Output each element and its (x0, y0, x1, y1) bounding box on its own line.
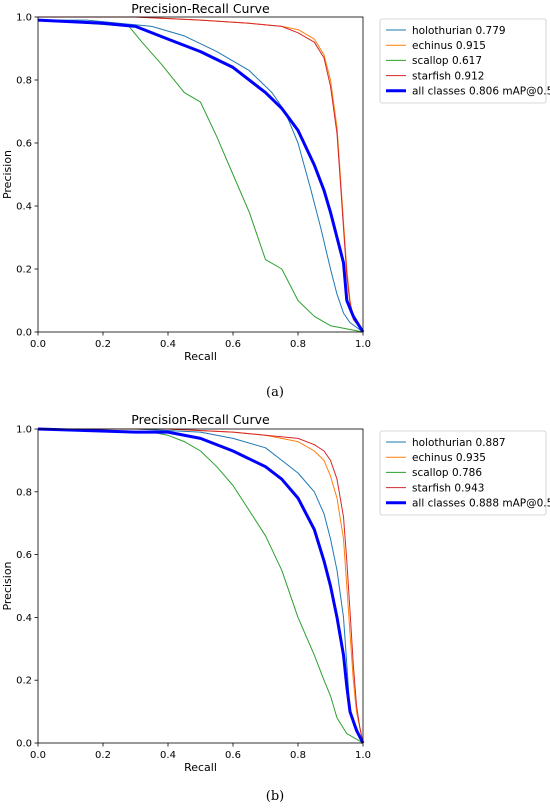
x-tick-label: 0.0 (30, 339, 46, 350)
legend-label: starfish 0.912 (412, 70, 484, 82)
x-tick-label: 0.2 (95, 750, 111, 761)
y-tick-label: 0.4 (16, 202, 32, 213)
x-tick-label: 1.0 (355, 339, 371, 350)
chart-title: Precision-Recall Curve (131, 1, 270, 16)
series-group (38, 16, 365, 333)
x-tick-label: 0.6 (225, 339, 241, 350)
y-axis-title: Precision (1, 561, 14, 610)
legend: holothurian 0.779 echinus 0.915 scallop 0.… (379, 18, 550, 104)
x-tick-label: 0.6 (225, 750, 241, 761)
legend-label: all classes 0.888 mAP@0.5 (412, 498, 550, 510)
series-line-0 (38, 428, 364, 744)
x-tick-label: 0.4 (160, 750, 176, 761)
series-line-1 (38, 16, 364, 333)
y-axis-title: Precision (1, 150, 14, 199)
x-tick-label: 0.8 (290, 750, 306, 761)
y-tick-label: 0.0 (16, 739, 32, 750)
legend-box (379, 18, 547, 104)
series-line-1 (38, 428, 364, 744)
series-line-2 (38, 428, 364, 744)
panel-label: (b) (266, 789, 284, 804)
plot-frame (37, 428, 364, 744)
series-line-2 (38, 19, 364, 333)
y-tick-label: 0.2 (16, 676, 32, 687)
series-line-4 (38, 427, 365, 744)
y-tick-label: 0.8 (16, 487, 32, 498)
panel-label: (a) (266, 385, 284, 400)
x-tick-label: 1.0 (355, 750, 371, 761)
legend-label: holothurian 0.779 (412, 25, 506, 37)
plot-frame (37, 16, 364, 333)
legend: holothurian 0.887 echinus 0.935 scallop 0.… (379, 430, 550, 516)
y-tick-label: 0.0 (16, 328, 32, 339)
x-tick-label: 0.0 (30, 750, 46, 761)
legend-label: starfish 0.943 (412, 482, 484, 494)
series-line-0 (38, 19, 364, 333)
y-tick-label: 0.6 (16, 550, 32, 561)
series-line-3 (38, 16, 364, 333)
series-group (38, 427, 365, 744)
y-tick-label: 0.8 (16, 76, 32, 87)
x-tick-label: 0.8 (290, 339, 306, 350)
x-axis-title: Recall (184, 350, 217, 363)
y-tick-label: 0.4 (16, 613, 32, 624)
legend-box (379, 430, 547, 516)
x-tick-label: 0.2 (95, 339, 111, 350)
legend-label: holothurian 0.887 (412, 437, 506, 449)
y-tick-label: 0.6 (16, 139, 32, 150)
series-line-4 (38, 18, 365, 333)
legend-label: all classes 0.806 mAP@0.5 (412, 86, 550, 98)
chart-panel-b: Precision-Recall Curve 0.0 0.2 0.4 0.6 0.8 1.0… (1, 412, 550, 804)
y-tick-label: 1.0 (16, 425, 32, 436)
chart-panel-a: Precision-Recall Curve 0.0 0.2 0.4 0.6 0.8 1.0… (1, 1, 550, 400)
y-tick-label: 0.2 (16, 265, 32, 276)
legend-label: scallop 0.617 (412, 55, 482, 67)
legend-label: echinus 0.935 (412, 452, 486, 464)
x-tick-label: 0.4 (160, 339, 176, 350)
series-line-3 (38, 428, 364, 744)
chart-title: Precision-Recall Curve (131, 412, 270, 427)
legend-label: scallop 0.786 (412, 467, 482, 479)
y-tick-label: 1.0 (16, 13, 32, 24)
x-axis-title: Recall (184, 761, 217, 774)
legend-label: echinus 0.915 (412, 40, 486, 52)
